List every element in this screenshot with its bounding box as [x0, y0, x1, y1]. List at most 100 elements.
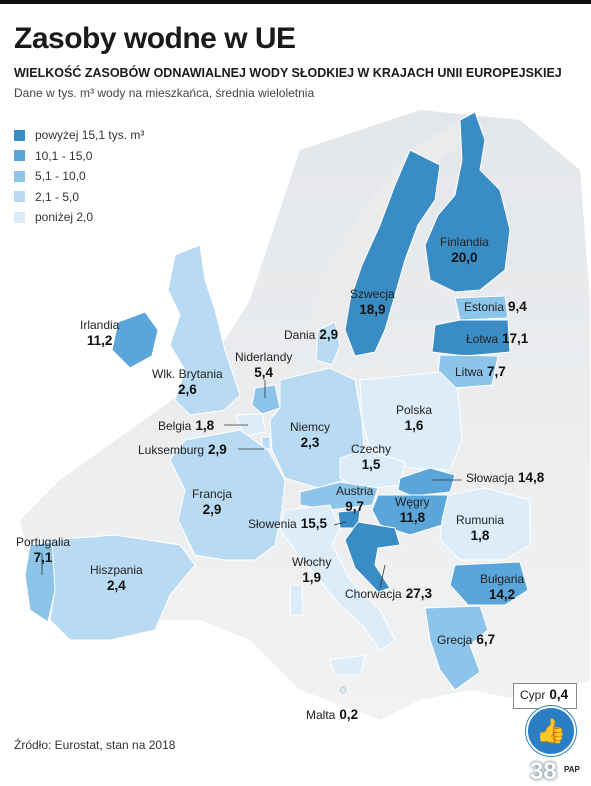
label-lotwa: Łotwa 17,1 — [466, 331, 528, 347]
country-name: Litwa — [455, 365, 484, 379]
country-dania[interactable] — [315, 321, 341, 366]
label-czechy: Czechy 1,5 — [351, 442, 391, 472]
country-value: 2,6 — [177, 382, 197, 397]
legend-item: 10,1 - 15,0 — [14, 146, 144, 167]
country-slowacja[interactable] — [397, 467, 456, 497]
leader-chorwacja — [379, 564, 386, 589]
country-luksemburg[interactable] — [261, 436, 271, 450]
country-value: 7,1 — [33, 550, 53, 565]
country-name: Austria — [336, 484, 374, 498]
label-litwa: Litwa 7,7 — [455, 364, 506, 380]
agency-logo: PAP — [562, 764, 582, 775]
country-szwecja[interactable] — [344, 149, 441, 357]
country-value: 11,2 — [86, 333, 113, 348]
country-francja[interactable] — [169, 429, 286, 561]
country-wegry[interactable] — [371, 494, 449, 536]
label-chorwacja: Chorwacja 27,3 — [345, 586, 432, 602]
label-niemcy: Niemcy 2,3 — [290, 420, 330, 450]
country-malta[interactable] — [339, 686, 347, 694]
country-name: Słowenia — [248, 517, 297, 531]
country-grecja[interactable] — [424, 605, 489, 691]
country-name: Bułgaria — [480, 572, 525, 586]
legend-label: 5,1 - 10,0 — [35, 169, 86, 184]
label-cypr: Cypr 0,4 — [520, 687, 568, 703]
island-sardynia — [289, 584, 304, 616]
country-name: Francja — [192, 487, 233, 501]
label-belgia: Belgia 1,8 — [158, 418, 214, 434]
country-name: Portugalia — [16, 535, 71, 549]
country-estonia[interactable] — [454, 295, 509, 321]
thumbs-up-icon: 👍 — [536, 717, 566, 745]
legend: powyżej 15,1 tys. m³ 10,1 - 15,0 5,1 - 1… — [14, 125, 144, 228]
country-name: Estonia — [464, 300, 505, 314]
country-austria[interactable] — [299, 481, 379, 511]
country-value: 15,5 — [300, 516, 327, 531]
legend-item: 2,1 - 5,0 — [14, 187, 144, 208]
label-dania: Dania 2,9 — [284, 327, 338, 343]
country-value: 17,1 — [502, 331, 529, 346]
label-austria: Austria 9,7 — [336, 484, 373, 514]
country-value: 0,2 — [339, 707, 359, 722]
legend-swatch — [14, 150, 25, 162]
legend-swatch — [14, 170, 25, 182]
country-value: 9,7 — [345, 499, 365, 514]
country-value: 1,9 — [302, 570, 322, 585]
country-value: 20,0 — [451, 250, 478, 265]
country-belgia[interactable] — [235, 413, 267, 437]
label-rumunia: Rumunia 1,8 — [456, 513, 504, 543]
legend-label: powyżej 15,1 tys. m³ — [35, 128, 145, 143]
label-grecja: Grecja 6,7 — [437, 632, 495, 648]
map-subtitle: WIELKOŚĆ ZASOBÓW ODNAWIALNEJ WODY SŁODKI… — [14, 66, 562, 80]
legend-label: 2,1 - 5,0 — [35, 189, 80, 204]
country-name: Polska — [396, 403, 433, 417]
country-polska[interactable] — [359, 371, 463, 471]
label-polska: Polska 1,6 — [396, 403, 432, 433]
country-lotwa[interactable] — [431, 319, 511, 357]
legend-item: powyżej 15,1 tys. m³ — [14, 125, 144, 146]
legend-label: 10,1 - 15,0 — [35, 148, 93, 163]
country-name: Węgry — [395, 495, 430, 509]
country-wlk-brytania[interactable] — [167, 244, 241, 416]
thumbs-up-button[interactable]: 👍 — [526, 706, 576, 756]
legend-item: 5,1 - 10,0 — [14, 166, 144, 187]
country-name: Wlk. Brytania — [152, 367, 223, 381]
country-irlandia[interactable] — [111, 311, 159, 369]
country-rumunia[interactable] — [439, 487, 531, 561]
country-name: Rumunia — [456, 513, 505, 527]
label-slowenia: Słowenia 15,5 — [248, 516, 327, 532]
country-niderlandy[interactable] — [251, 384, 281, 415]
country-name: Luksemburg — [138, 443, 205, 457]
country-finlandia[interactable] — [424, 111, 511, 293]
country-name: Słowacja — [466, 471, 515, 485]
label-niderlandy: Niderlandy 5,4 — [235, 350, 292, 380]
country-name: Finlandia — [440, 235, 489, 249]
country-name: Hiszpania — [90, 563, 143, 577]
country-value: 1,6 — [404, 418, 424, 433]
country-value: 27,3 — [405, 586, 432, 601]
label-hiszpania: Hiszpania 2,4 — [90, 563, 143, 593]
country-value: 7,7 — [487, 364, 506, 379]
units-note: Dane w tys. m³ wody na mieszkańca, średn… — [14, 86, 315, 100]
country-value: 14,8 — [518, 470, 545, 485]
country-name: Irlandia — [80, 318, 120, 332]
country-name: Malta — [306, 708, 336, 722]
country-value: 2,3 — [300, 435, 320, 450]
country-value: 1,5 — [361, 457, 381, 472]
country-name: Włochy — [292, 555, 332, 569]
country-wlochy[interactable] — [279, 504, 396, 651]
country-name: Czechy — [351, 442, 392, 456]
country-name: Dania — [284, 328, 316, 342]
top-rule — [0, 0, 591, 4]
label-estonia: Estonia 9,4 — [464, 299, 527, 315]
label-szwecja: Szwecja 18,9 — [350, 287, 395, 317]
label-finlandia: Finlandia 20,0 — [440, 235, 489, 265]
country-value: 6,7 — [476, 632, 496, 647]
country-portugalia[interactable] — [24, 541, 56, 623]
country-name: Cypr — [520, 688, 546, 702]
source-note: Źródło: Eurostat, stan na 2018 — [14, 738, 176, 752]
country-bulgaria[interactable] — [449, 561, 529, 606]
country-value: 9,4 — [508, 299, 527, 314]
label-wlochy: Włochy 1,9 — [292, 555, 331, 585]
country-value: 2,9 — [319, 327, 339, 342]
legend-item: poniżej 2,0 — [14, 207, 144, 228]
